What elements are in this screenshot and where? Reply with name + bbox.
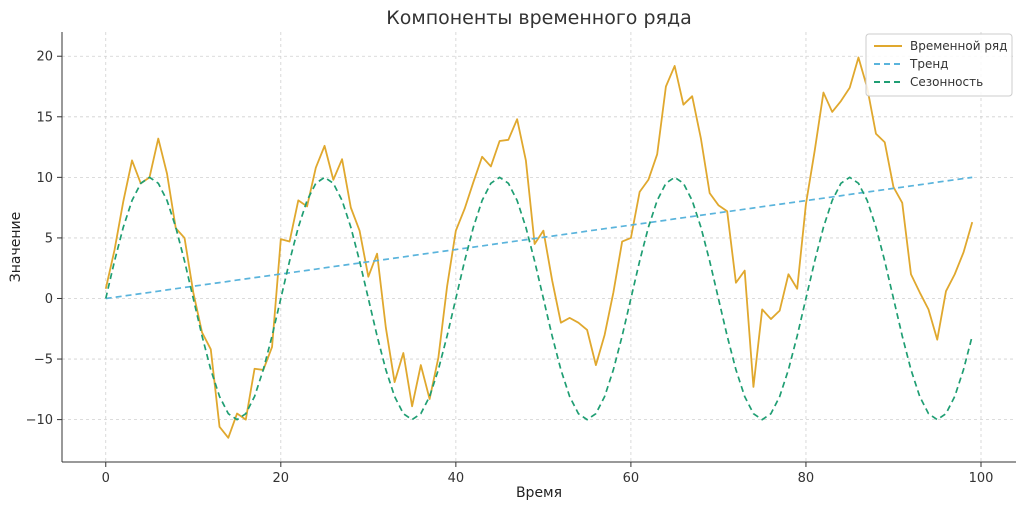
x-axis-title: Время [516,485,562,501]
chart-title: Компоненты временного ряда [386,7,692,29]
x-tick-label: 100 [969,471,994,486]
series-lines [104,56,974,439]
legend-label-seasonality: Сезонность [910,75,983,89]
y-tick-label: 15 [36,110,53,125]
x-tick-label: 40 [448,471,465,486]
ticks: 0 20 40 60 80 100 −10 −5 0 5 10 15 20 [26,50,994,486]
time-series-line [104,56,974,439]
y-tick-label: −5 [34,353,53,368]
x-tick-label: 20 [273,471,290,486]
x-tick-label: 80 [798,471,815,486]
x-tick-label: 60 [623,471,640,486]
y-tick-label: 20 [36,50,53,65]
y-axis-title: Значение [8,212,24,282]
trend-line [105,176,973,300]
seasonality-line [104,176,974,421]
x-tick-label: 0 [102,471,110,486]
legend-label-series: Временной ряд [910,39,1007,53]
y-tick-label: −10 [26,413,53,428]
legend: Временной ряд Тренд Сезонность [865,33,1013,97]
legend-label-trend: Тренд [909,57,948,71]
y-tick-label: 0 [45,292,53,307]
y-tick-label: 5 [45,231,53,246]
y-tick-label: 10 [36,171,53,186]
legend-box [865,33,1013,97]
axes [61,32,1016,463]
